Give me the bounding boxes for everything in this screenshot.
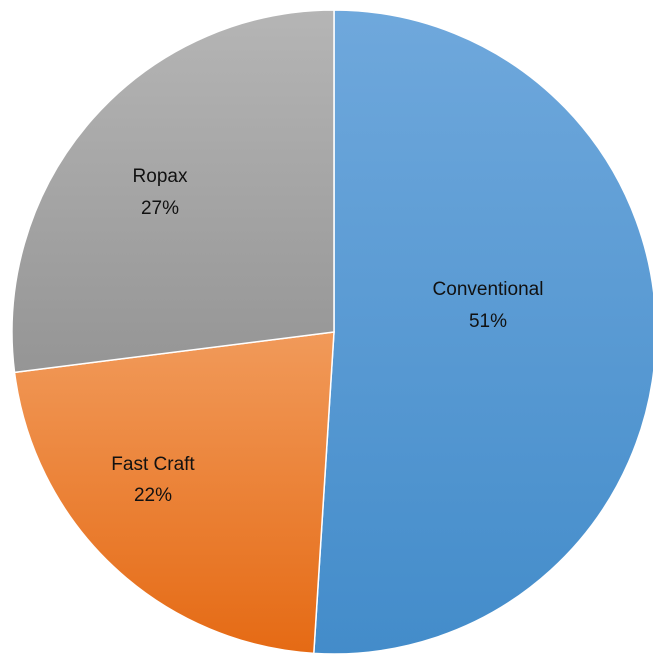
slice-pct-conventional: 51% (469, 311, 507, 332)
pie-slice-fast-craft (13, 331, 335, 655)
slice-pct-ropax: 27% (141, 198, 179, 219)
pie-slice-conventional (312, 9, 653, 655)
pie-slice-ropax (11, 9, 335, 374)
slice-pct-fast-craft: 22% (134, 485, 172, 506)
slice-label-fast-craft: Fast Craft (111, 454, 195, 475)
slice-label-ropax: Ropax (133, 166, 188, 187)
slice-label-conventional: Conventional (433, 279, 544, 300)
